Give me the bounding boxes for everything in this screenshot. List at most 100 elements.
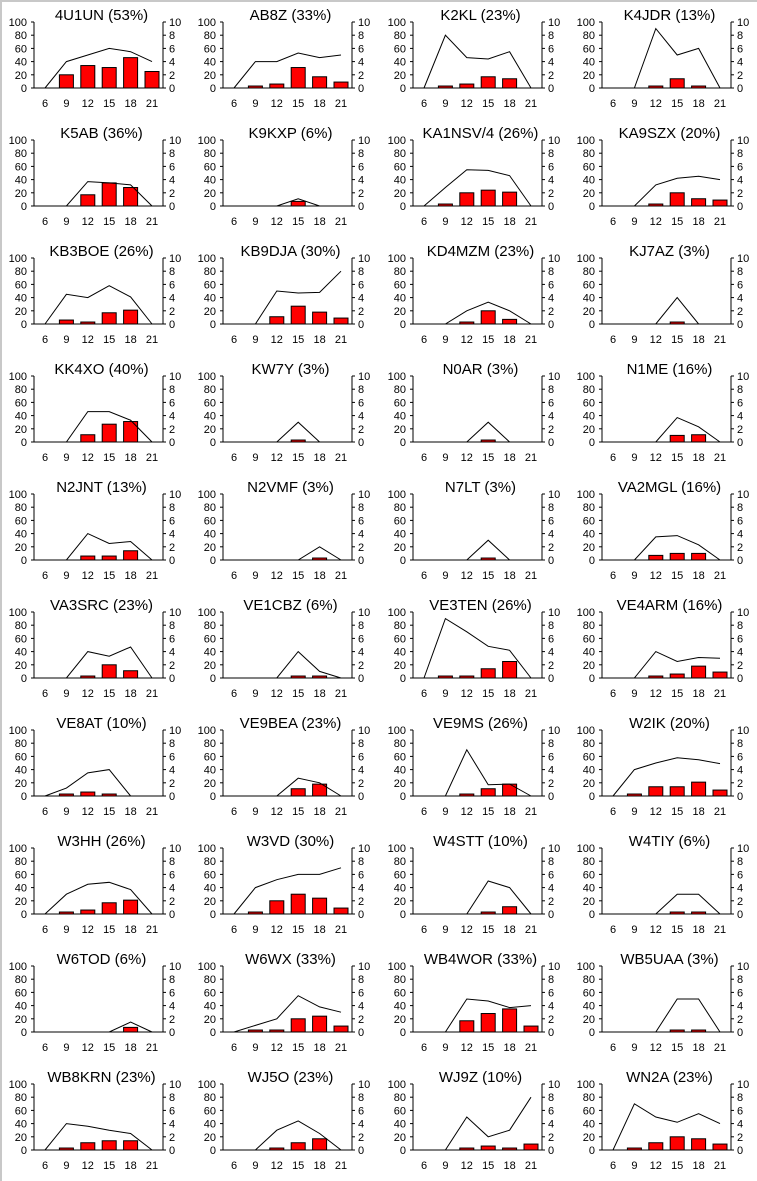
x-tick-label: 15: [482, 1042, 494, 1054]
x-tick-label: 6: [610, 924, 616, 936]
right-tick-label: 0: [737, 791, 743, 803]
x-tick-label: 9: [442, 1042, 448, 1054]
right-tick-label: 10: [548, 135, 560, 147]
left-tick-label: 60: [393, 161, 405, 173]
chart-title: WJ9Z (10%): [438, 1069, 521, 1086]
x-tick-label: 9: [253, 688, 259, 700]
x-tick-label: 15: [671, 1160, 683, 1172]
right-tick-label: 6: [548, 161, 554, 173]
x-tick-label: 6: [420, 452, 426, 464]
left-tick-label: 0: [210, 555, 216, 567]
x-tick-label: 18: [314, 216, 326, 228]
line-series: [234, 650, 342, 679]
right-tick-label: 2: [169, 424, 175, 436]
x-tick-label: 18: [692, 688, 704, 700]
bar: [690, 198, 706, 207]
right-tick-label: 0: [169, 1027, 175, 1039]
x-tick-label: 9: [631, 452, 637, 464]
left-tick-label: 40: [583, 175, 595, 187]
right-tick-label: 10: [737, 253, 749, 265]
right-tick-label: 4: [737, 411, 743, 423]
chart-title: WB5UAA (3%): [620, 951, 718, 968]
left-tick-label: 40: [204, 883, 216, 895]
bar: [123, 309, 139, 325]
right-tick-label: 6: [358, 43, 364, 55]
left-tick-label: 100: [576, 135, 594, 147]
left-tick-label: 40: [15, 411, 27, 423]
right-tick-label: 0: [358, 673, 364, 685]
left-tick-label: 20: [15, 1014, 27, 1026]
x-tick-label: 21: [524, 570, 536, 582]
right-tick-label: 10: [169, 607, 181, 619]
left-tick-label: 100: [198, 725, 216, 737]
right-tick-label: 0: [548, 555, 554, 567]
bar: [144, 71, 160, 89]
right-tick-label: 6: [358, 751, 364, 763]
x-tick-label: 18: [692, 98, 704, 110]
bar: [712, 789, 728, 797]
x-tick-label: 18: [503, 806, 515, 818]
chart-title: W4TIY (6%): [629, 833, 710, 850]
x-tick-label: 12: [271, 924, 283, 936]
chart-title: VE4ARM (16%): [616, 597, 722, 614]
x-tick-label: 15: [671, 570, 683, 582]
right-tick-label: 0: [358, 909, 364, 921]
line-series: [44, 47, 153, 89]
right-tick-label: 2: [737, 70, 743, 82]
x-tick-label: 6: [420, 216, 426, 228]
left-tick-label: 60: [583, 43, 595, 55]
right-tick-label: 2: [737, 306, 743, 318]
left-tick-label: 20: [204, 306, 216, 318]
left-tick-label: 40: [393, 411, 405, 423]
left-tick-label: 60: [15, 751, 27, 763]
x-tick-label: 9: [253, 1042, 259, 1054]
bar: [80, 65, 96, 89]
right-tick-label: 0: [548, 437, 554, 449]
left-tick-label: 60: [393, 397, 405, 409]
left-tick-label: 60: [204, 397, 216, 409]
x-tick-label: 9: [442, 924, 448, 936]
left-tick-label: 40: [15, 1119, 27, 1131]
right-tick-label: 2: [169, 542, 175, 554]
x-tick-label: 18: [692, 1042, 704, 1054]
x-tick-label: 9: [442, 688, 448, 700]
x-tick-label: 18: [124, 1160, 136, 1172]
right-tick-label: 8: [358, 1092, 364, 1104]
left-tick-label: 80: [583, 502, 595, 514]
line-series: [234, 777, 342, 797]
bar: [101, 182, 117, 207]
bar: [669, 1136, 685, 1151]
right-tick-label: 4: [737, 57, 743, 69]
bar: [101, 423, 117, 443]
x-tick-label: 21: [335, 570, 347, 582]
left-tick-label: 0: [589, 437, 595, 449]
left-tick-label: 0: [589, 1027, 595, 1039]
left-tick-label: 0: [21, 319, 27, 331]
line-series: [45, 411, 153, 443]
left-tick-label: 100: [9, 489, 27, 501]
x-tick-label: 15: [292, 570, 304, 582]
left-tick-label: 60: [393, 751, 405, 763]
x-tick-label: 18: [124, 334, 136, 346]
left-tick-label: 20: [583, 188, 595, 200]
left-tick-label: 40: [204, 647, 216, 659]
bar: [290, 1142, 306, 1151]
left-tick-label: 0: [589, 555, 595, 567]
x-tick-label: 18: [503, 924, 515, 936]
right-tick-label: 2: [737, 424, 743, 436]
line-series: [423, 169, 531, 207]
right-tick-label: 4: [358, 883, 364, 895]
right-tick-label: 6: [169, 279, 175, 291]
right-tick-label: 10: [737, 1079, 749, 1091]
x-tick-label: 15: [103, 1160, 115, 1172]
right-tick-label: 2: [169, 660, 175, 672]
x-tick-label: 9: [63, 334, 69, 346]
left-tick-label: 40: [204, 57, 216, 69]
left-tick-label: 100: [9, 253, 27, 265]
